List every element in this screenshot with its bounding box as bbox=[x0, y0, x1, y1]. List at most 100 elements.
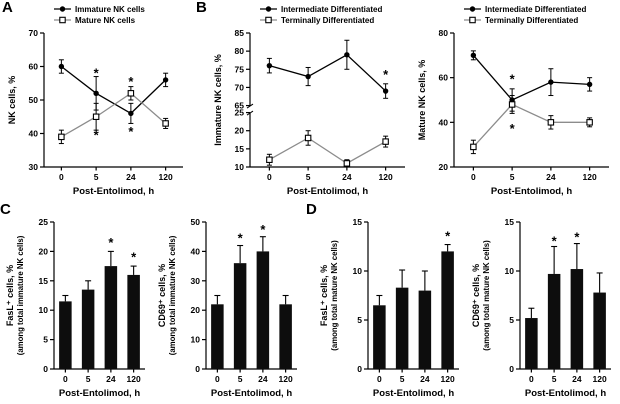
svg-text:*: * bbox=[445, 229, 451, 244]
series-line bbox=[60, 65, 167, 115]
bar bbox=[256, 251, 270, 369]
svg-text:20: 20 bbox=[39, 246, 49, 256]
svg-text:CD69⁺ cells, %: CD69⁺ cells, % bbox=[157, 264, 167, 327]
svg-text:5: 5 bbox=[510, 172, 515, 182]
svg-text:Post-Entolimod, h: Post-Entolimod, h bbox=[73, 186, 154, 197]
panel-d-cd69-bar-chart: 0 5 10 15 0 5 24 120 Post-Entolimod, h CD69⁺ cell… bbox=[470, 206, 620, 400]
series-line bbox=[269, 53, 387, 92]
panel-label-b: B bbox=[196, 0, 207, 16]
svg-text:5: 5 bbox=[400, 374, 405, 384]
chart-canvas-A: 30 40 50 60 70 0 5 24 120 Post-Entolimod, h NK cel… bbox=[7, 5, 183, 197]
svg-text:FasL⁺ cells, %: FasL⁺ cells, % bbox=[5, 265, 15, 326]
panel-label-a: A bbox=[2, 0, 13, 16]
svg-text:20: 20 bbox=[439, 162, 449, 172]
svg-text:15: 15 bbox=[235, 144, 245, 154]
bar bbox=[104, 266, 118, 369]
svg-text:120: 120 bbox=[127, 374, 141, 384]
svg-text:0: 0 bbox=[195, 364, 200, 374]
svg-text:24: 24 bbox=[106, 374, 116, 384]
svg-text:Intermediate Differentiated: Intermediate Differentiated bbox=[485, 5, 586, 14]
svg-text:(among total mature NK cells): (among total mature NK cells) bbox=[330, 240, 339, 351]
svg-text:70: 70 bbox=[29, 28, 39, 38]
svg-text:60: 60 bbox=[439, 73, 449, 83]
bar bbox=[441, 251, 454, 369]
svg-text:5: 5 bbox=[306, 172, 311, 182]
svg-text:30: 30 bbox=[191, 276, 201, 286]
svg-text:*: * bbox=[94, 66, 100, 81]
svg-text:0: 0 bbox=[509, 364, 514, 374]
svg-text:0: 0 bbox=[529, 374, 534, 384]
svg-text:25: 25 bbox=[39, 217, 49, 227]
bar bbox=[570, 269, 584, 369]
svg-text:120: 120 bbox=[441, 374, 455, 384]
panel-b-immature-nk-line-chart: 10 15 20 25 65 70 75 80 85 0 5 24 120 Post-Entolimod,… bbox=[212, 2, 414, 198]
svg-text:10: 10 bbox=[235, 162, 245, 172]
chart-canvas-B: 20 40 60 80 0 5 24 120 Post-Entolimod, h Mature N… bbox=[417, 5, 609, 197]
svg-text:NK cells, %: NK cells, % bbox=[7, 76, 17, 125]
svg-text:15: 15 bbox=[39, 276, 49, 286]
svg-text:Immature NK cells: Immature NK cells bbox=[75, 5, 145, 14]
svg-text:80: 80 bbox=[439, 28, 449, 38]
svg-text:Mature NK cells: Mature NK cells bbox=[75, 16, 136, 25]
chart-canvas-C: 0 10 20 30 40 50 0 5 24 120 Post-Entolimod, h CD69⁺… bbox=[157, 217, 297, 399]
svg-text:*: * bbox=[552, 234, 558, 249]
svg-text:50: 50 bbox=[191, 217, 201, 227]
svg-text:0: 0 bbox=[357, 364, 362, 374]
svg-text:Immature NK cells, %: Immature NK cells, % bbox=[213, 54, 223, 146]
svg-text:20: 20 bbox=[235, 126, 245, 136]
bar bbox=[127, 274, 140, 369]
svg-text:Post-Entolimod, h: Post-Entolimod, h bbox=[211, 388, 292, 399]
bar bbox=[547, 273, 561, 369]
svg-text:(among total immature NK cells: (among total immature NK cells) bbox=[168, 235, 177, 355]
bar bbox=[525, 318, 538, 369]
bar bbox=[233, 263, 247, 369]
svg-text:10: 10 bbox=[191, 335, 201, 345]
chart-canvas-D: 0 5 10 15 0 5 24 120 Post-Entolimod, h FasL⁺ cell… bbox=[319, 217, 459, 399]
bar bbox=[279, 304, 292, 369]
svg-text:0: 0 bbox=[377, 374, 382, 384]
panel-a-nk-cells-line-chart: 30 40 50 60 70 0 5 24 120 Post-Entolimod, h NK cel… bbox=[6, 2, 192, 198]
series-line bbox=[61, 92, 167, 138]
svg-text:0: 0 bbox=[215, 374, 220, 384]
svg-text:*: * bbox=[510, 72, 516, 87]
svg-text:65: 65 bbox=[235, 101, 245, 111]
svg-text:*: * bbox=[128, 74, 134, 89]
series-line bbox=[472, 103, 590, 148]
svg-text:24: 24 bbox=[572, 374, 582, 384]
svg-text:15: 15 bbox=[353, 217, 363, 227]
svg-text:0: 0 bbox=[63, 374, 68, 384]
svg-text:5: 5 bbox=[509, 315, 514, 325]
bar bbox=[395, 287, 409, 369]
svg-text:Terminally Differentiated: Terminally Differentiated bbox=[281, 16, 374, 25]
svg-text:85: 85 bbox=[235, 28, 245, 38]
svg-text:*: * bbox=[383, 67, 389, 82]
panel-c-fasl-bar-chart: 0 5 10 15 20 25 0 5 24 120 Post-Entolimod, h FasL⁺ … bbox=[4, 206, 154, 400]
panel-c-cd69-bar-chart: 0 10 20 30 40 50 0 5 24 120 Post-Entolimod, h CD69⁺… bbox=[156, 206, 306, 400]
svg-text:Terminally Differentiated: Terminally Differentiated bbox=[485, 16, 578, 25]
svg-text:120: 120 bbox=[593, 374, 607, 384]
chart-canvas-D: 0 5 10 15 0 5 24 120 Post-Entolimod, h CD69⁺ cell… bbox=[471, 217, 611, 399]
svg-text:0: 0 bbox=[43, 364, 48, 374]
svg-text:Post-Entolimod, h: Post-Entolimod, h bbox=[59, 388, 140, 399]
svg-text:Mature NK cells, %: Mature NK cells, % bbox=[417, 60, 427, 141]
svg-text:(among total immature NK cells: (among total immature NK cells) bbox=[16, 235, 25, 355]
bar bbox=[373, 305, 386, 369]
svg-text:5: 5 bbox=[43, 335, 48, 345]
svg-text:5: 5 bbox=[357, 315, 362, 325]
svg-text:Post-Entolimod, h: Post-Entolimod, h bbox=[525, 388, 606, 399]
svg-text:50: 50 bbox=[29, 95, 39, 105]
svg-text:FasL⁺ cells, %: FasL⁺ cells, % bbox=[319, 265, 329, 326]
svg-text:120: 120 bbox=[379, 172, 393, 182]
svg-text:*: * bbox=[574, 230, 580, 245]
series-line bbox=[269, 137, 386, 165]
svg-text:5: 5 bbox=[86, 374, 91, 384]
svg-text:40: 40 bbox=[29, 129, 39, 139]
svg-text:*: * bbox=[238, 231, 244, 246]
svg-text:Post-Entolimod, h: Post-Entolimod, h bbox=[287, 186, 368, 197]
svg-text:60: 60 bbox=[29, 62, 39, 72]
svg-text:0: 0 bbox=[267, 172, 272, 182]
svg-text:*: * bbox=[510, 121, 516, 136]
bar bbox=[211, 304, 224, 369]
